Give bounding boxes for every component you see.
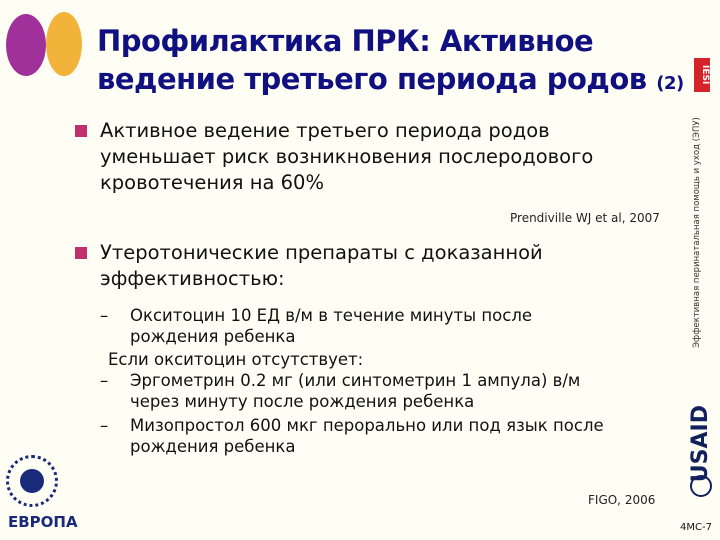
- usaid-seal-icon: [690, 475, 712, 497]
- subitem-line: Если окситоцин отсутствует:: [108, 350, 364, 369]
- subitem-line: рождения ребенка: [130, 437, 296, 456]
- bullet-1: Активное ведение третьего периода родов …: [75, 118, 594, 196]
- reference-figo: FIGO, 2006: [588, 493, 656, 507]
- title-line-2: ведение третьего периода родов: [97, 62, 647, 96]
- title-line-1: Профилактика ПРК: Активное: [97, 24, 594, 58]
- bullet-2-line: Утеротонические препараты с доказанной: [100, 241, 543, 264]
- bullet-square-icon: [75, 247, 87, 259]
- who-emblem-icon: [6, 455, 58, 507]
- bullet-1-line: кровотечения на 60%: [100, 171, 324, 194]
- subitem-oxytocin: – Окситоцин 10 ЕД в/м в течение минуты п…: [100, 305, 532, 347]
- dash: –: [100, 306, 109, 325]
- bullet-2-line: эффективностью:: [100, 267, 285, 290]
- dash: –: [100, 416, 109, 435]
- dash: –: [100, 371, 109, 390]
- usaid-logo: USAID: [688, 405, 714, 505]
- usaid-wordmark: USAID: [688, 405, 713, 483]
- reference-prendiville: Prendiville WJ et al, 2007: [510, 211, 660, 225]
- iesi-logo: IESI: [694, 58, 710, 92]
- bullet-1-line: уменьшает риск возникновения послеродово…: [100, 145, 594, 168]
- subitem-ergometrine: – Эргометрин 0.2 мг (или синтометрин 1 а…: [100, 370, 580, 412]
- side-caption: Эффективная перинатальная помощь и уход …: [692, 117, 702, 348]
- subitem-misoprostol: – Мизопростол 600 мкг перорально или под…: [100, 415, 604, 457]
- epc-logo-purple: [6, 14, 46, 76]
- subitem-line: Мизопростол 600 мкг перорально или под я…: [130, 416, 604, 435]
- title-number: (2): [656, 73, 684, 94]
- bullet-2: Утеротонические препараты с доказанной э…: [75, 240, 543, 292]
- who-europe-label: ЕВРОПА: [8, 513, 78, 531]
- subitem-line: через минуту после рождения ребенка: [130, 392, 475, 411]
- epc-logo-orange: [46, 12, 82, 76]
- bullet-square-icon: [75, 125, 87, 137]
- subitem-line: Эргометрин 0.2 мг (или синтометрин 1 амп…: [130, 371, 581, 390]
- subitem-if-absent: Если окситоцин отсутствует:: [108, 349, 363, 370]
- slide-title: Профилактика ПРК: Активное ведение треть…: [97, 22, 684, 103]
- subitem-line: Окситоцин 10 ЕД в/м в течение минуты пос…: [130, 306, 533, 325]
- subitem-line: рождения ребенка: [130, 327, 296, 346]
- slide-code: 4MC-7: [680, 522, 712, 533]
- bullet-1-line: Активное ведение третьего периода родов: [100, 119, 550, 142]
